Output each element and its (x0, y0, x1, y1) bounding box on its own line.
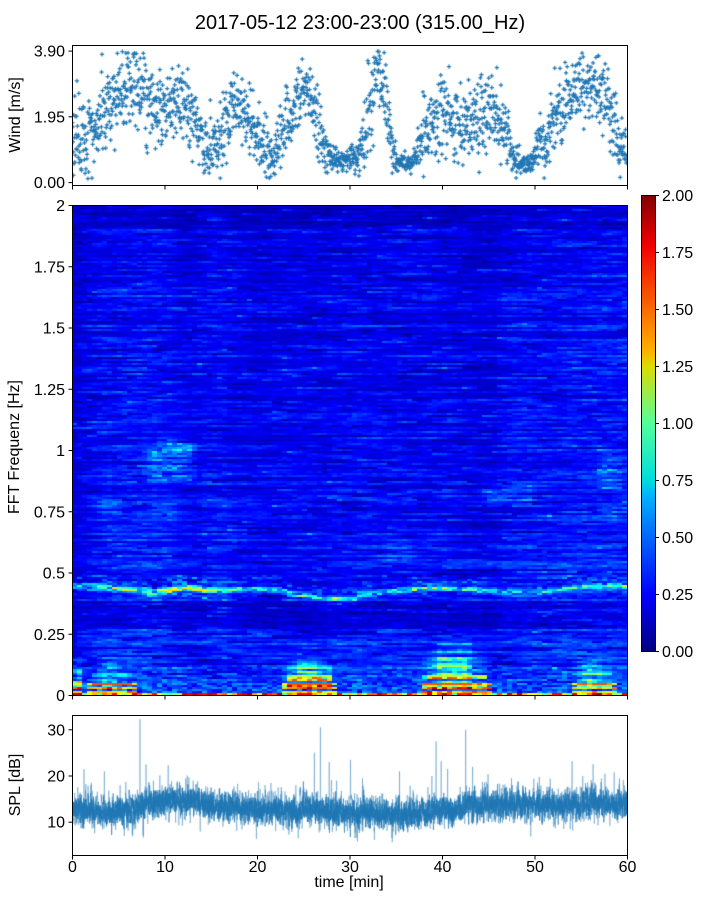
svg-text:2: 2 (56, 198, 65, 215)
svg-text:0.25: 0.25 (34, 627, 65, 644)
svg-text:20: 20 (47, 769, 65, 786)
svg-text:0.75: 0.75 (34, 504, 65, 521)
svg-text:0: 0 (56, 688, 65, 705)
svg-text:time [min]: time [min] (314, 874, 383, 891)
svg-text:1: 1 (56, 443, 65, 460)
svg-text:1.5: 1.5 (43, 321, 65, 338)
svg-text:0.5: 0.5 (43, 566, 65, 583)
svg-text:1.00: 1.00 (662, 416, 693, 433)
svg-text:0.75: 0.75 (662, 473, 693, 490)
svg-text:3.90: 3.90 (34, 44, 65, 61)
svg-text:20: 20 (249, 859, 267, 876)
svg-text:50: 50 (526, 859, 544, 876)
svg-text:0: 0 (68, 859, 77, 876)
svg-text:1.75: 1.75 (662, 245, 693, 262)
svg-text:0.00: 0.00 (662, 644, 693, 661)
svg-text:30: 30 (47, 722, 65, 739)
svg-text:10: 10 (156, 859, 174, 876)
svg-text:30: 30 (341, 859, 359, 876)
svg-text:0.00: 0.00 (34, 175, 65, 192)
svg-text:40: 40 (434, 859, 452, 876)
svg-text:1.25: 1.25 (662, 359, 693, 376)
svg-text:1.50: 1.50 (662, 302, 693, 319)
svg-text:FFT Frequenz [Hz]: FFT Frequenz [Hz] (6, 380, 23, 514)
svg-text:0.25: 0.25 (662, 587, 693, 604)
svg-text:2.00: 2.00 (662, 188, 693, 205)
svg-text:1.95: 1.95 (34, 109, 65, 126)
svg-text:Wind [m/s]: Wind [m/s] (7, 77, 24, 153)
svg-text:0.50: 0.50 (662, 530, 693, 547)
svg-text:1.75: 1.75 (34, 259, 65, 276)
svg-text:SPL [dB]: SPL [dB] (7, 754, 24, 817)
svg-text:2017-05-12 23:00-23:00 (315.00: 2017-05-12 23:00-23:00 (315.00_Hz) (195, 12, 525, 34)
svg-text:1.25: 1.25 (34, 382, 65, 399)
svg-text:60: 60 (619, 859, 637, 876)
svg-text:10: 10 (47, 815, 65, 832)
